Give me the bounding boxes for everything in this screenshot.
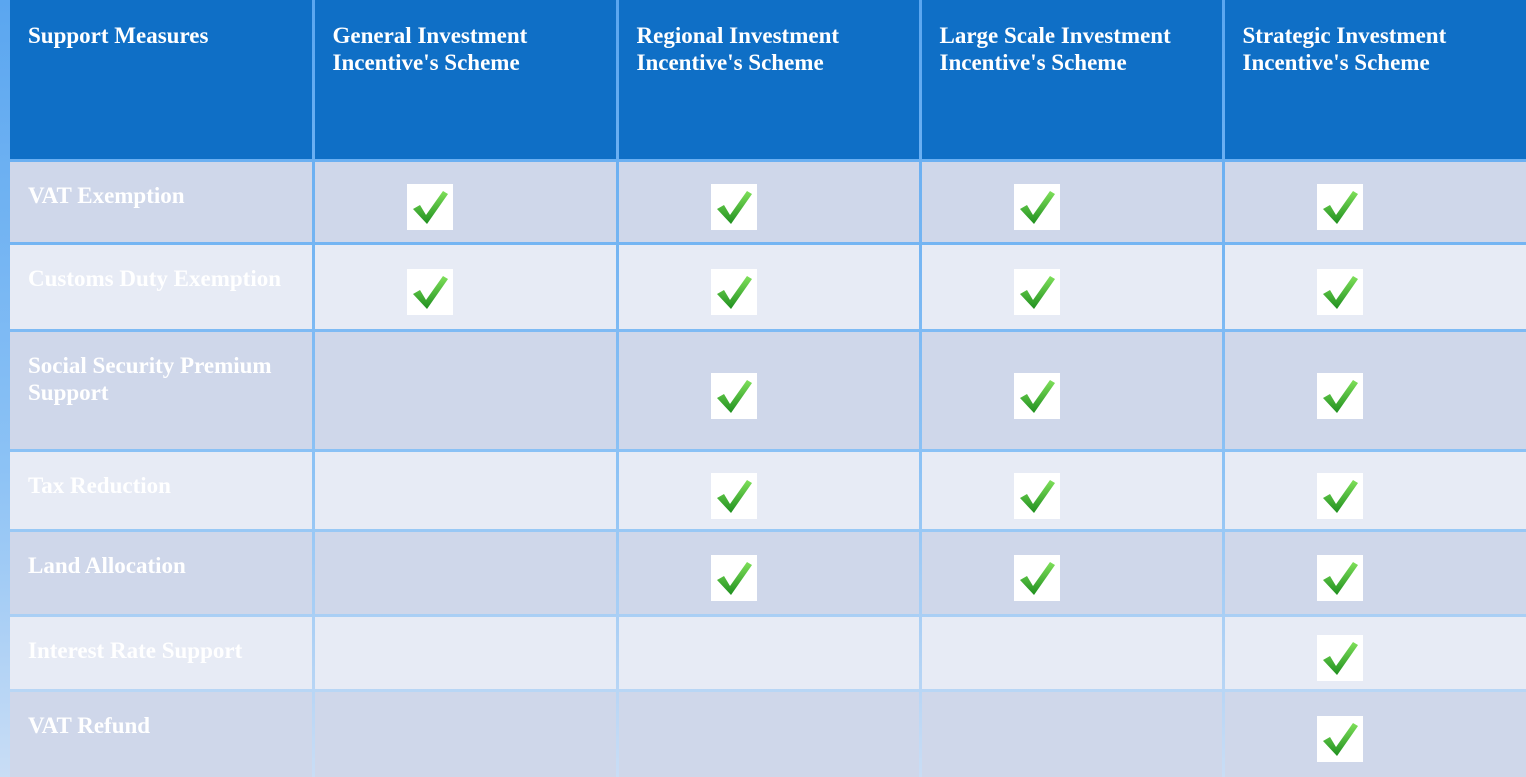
cell-text: VAT Refund (28, 712, 151, 738)
cell-text: Interest Rate Support (28, 637, 243, 663)
checkmark (1316, 184, 1363, 230)
header-cell: Support Measures (10, 0, 312, 159)
checkmark (1316, 635, 1363, 681)
check-cell (314, 616, 616, 689)
checkmark (1013, 555, 1060, 601)
header-cell: Strategic Investment Incentive's Scheme (1224, 0, 1526, 159)
check-cell (314, 451, 616, 529)
cell-text: Strategic Investment Incentive's Scheme (1242, 23, 1447, 75)
check-cell (618, 451, 919, 529)
row-label: Interest Rate Support (10, 616, 312, 689)
check-cell (921, 331, 1222, 449)
cell-text: Customs Duty Exemption (28, 265, 282, 291)
checkmark (1316, 269, 1363, 315)
checkmark (710, 372, 757, 419)
check-cell (921, 531, 1222, 614)
check-cell (921, 616, 1222, 689)
check-cell (1224, 244, 1526, 329)
check-cell (618, 331, 919, 449)
check-cell (618, 244, 919, 329)
row-label: VAT Exemption (10, 161, 312, 242)
cell-text: Support Measures (28, 23, 209, 48)
check-cell (618, 531, 919, 614)
cell-text: Social Security Premium Support (28, 352, 272, 405)
check-cell (618, 161, 919, 242)
row-label: Tax Reduction (10, 451, 312, 529)
checkmark (1316, 716, 1363, 762)
check-cell (314, 531, 616, 614)
checkmark (1013, 472, 1060, 519)
checkmark (1316, 555, 1363, 601)
cell-text: Large Scale Investment Incentive's Schem… (939, 23, 1171, 75)
check-cell (314, 244, 616, 329)
row-label: Social Security Premium Support (10, 331, 312, 449)
checkmark (710, 472, 757, 519)
header-cell: Regional Investment Incentive's Scheme (618, 0, 919, 159)
check-cell (618, 691, 919, 777)
check-cell (1224, 691, 1526, 777)
checkmark (1316, 472, 1363, 519)
checkmark (1316, 372, 1363, 419)
checkmark (406, 269, 453, 315)
check-cell (921, 691, 1222, 777)
row-label: Land Allocation (10, 531, 312, 614)
checkmark (1013, 269, 1060, 315)
check-cell (1224, 331, 1526, 449)
cell-text: Regional Investment Incentive's Scheme (636, 23, 840, 75)
checkmark (1013, 372, 1060, 419)
check-cell (618, 616, 919, 689)
row-label: VAT Refund (10, 691, 312, 777)
row-label: Customs Duty Exemption (10, 244, 312, 329)
check-cell (1224, 616, 1526, 689)
cell-text: Tax Reduction (28, 472, 171, 498)
cell-text: VAT Exemption (28, 182, 185, 208)
cell-text: Land Allocation (28, 552, 186, 578)
header-cell: General Investment Incentive's Scheme (314, 0, 616, 159)
header-cell: Large Scale Investment Incentive's Schem… (921, 0, 1222, 159)
check-cell (1224, 161, 1526, 242)
check-cell (921, 451, 1222, 529)
checkmark (1013, 184, 1060, 230)
check-cell (314, 691, 616, 777)
checkmark (406, 184, 453, 230)
check-cell (314, 161, 616, 242)
cell-text: General Investment Incentive's Scheme (332, 23, 528, 75)
check-cell (314, 331, 616, 449)
check-cell (1224, 531, 1526, 614)
incentive-table: Support Measures General Investment Incen… (10, 0, 1526, 777)
check-cell (1224, 451, 1526, 529)
check-cell (921, 244, 1222, 329)
check-cell (921, 161, 1222, 242)
checkmark (710, 269, 757, 315)
checkmark (710, 555, 757, 601)
checkmark (710, 184, 757, 230)
